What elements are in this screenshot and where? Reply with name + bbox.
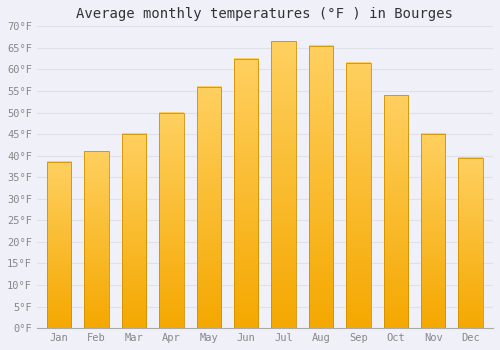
Bar: [384, 95, 408, 328]
Bar: [196, 87, 221, 328]
Bar: [47, 162, 72, 328]
Bar: [84, 151, 109, 328]
Bar: [421, 134, 446, 328]
Bar: [234, 59, 258, 328]
Bar: [122, 134, 146, 328]
Bar: [309, 46, 333, 328]
Bar: [272, 41, 296, 328]
Title: Average monthly temperatures (°F ) in Bourges: Average monthly temperatures (°F ) in Bo…: [76, 7, 454, 21]
Bar: [458, 158, 483, 328]
Bar: [346, 63, 370, 328]
Bar: [160, 113, 184, 328]
